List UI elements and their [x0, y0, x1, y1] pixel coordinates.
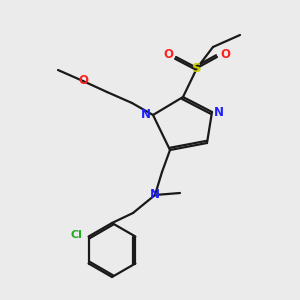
Text: N: N — [141, 109, 151, 122]
Text: O: O — [220, 49, 230, 62]
Text: N: N — [214, 106, 224, 118]
Text: O: O — [163, 49, 173, 62]
Text: Cl: Cl — [71, 230, 82, 239]
Text: S: S — [192, 61, 202, 74]
Text: N: N — [150, 188, 160, 202]
Text: O: O — [78, 74, 88, 88]
